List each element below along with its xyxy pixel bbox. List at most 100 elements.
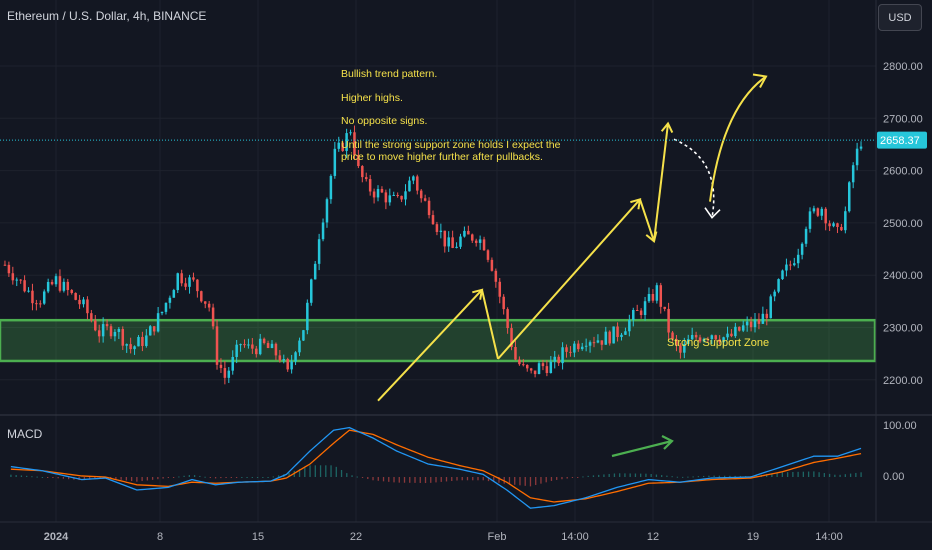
- candle-body: [54, 276, 58, 285]
- candle: [133, 345, 136, 355]
- candle-body: [262, 338, 266, 344]
- candle-body: [50, 281, 54, 285]
- candle-body: [215, 326, 219, 365]
- candle-body: [172, 290, 176, 298]
- candle-body: [828, 223, 831, 227]
- candle: [471, 233, 474, 244]
- macd-histogram-bar: [325, 465, 327, 477]
- trend-arrow-line[interactable]: [481, 289, 499, 360]
- macd-histogram-bar: [94, 477, 96, 479]
- candle-body: [90, 313, 93, 321]
- trend-arrow-line[interactable]: [639, 199, 655, 242]
- trend-arrow-line[interactable]: [377, 289, 483, 402]
- candle-body: [741, 325, 745, 331]
- macd-histogram-bar: [319, 465, 322, 477]
- candle: [474, 238, 478, 247]
- candle: [353, 125, 356, 160]
- currency-button[interactable]: USD: [878, 4, 922, 31]
- candle-body: [518, 359, 521, 365]
- price-axis[interactable]: 2800.00 2700.00 2600.00 2500.00 2400.00 2300.…: [883, 61, 923, 387]
- macd-histogram-bar: [661, 475, 663, 477]
- trend-arrow-line[interactable]: [497, 198, 641, 360]
- macd-histogram-bar: [619, 473, 621, 477]
- candle-body: [412, 176, 415, 181]
- candle-body: [58, 276, 62, 291]
- candle-body: [349, 132, 352, 134]
- trend-arrow-line[interactable]: [653, 123, 669, 242]
- macd-axis[interactable]: 100.00 0.00: [883, 420, 917, 483]
- candle: [172, 288, 176, 298]
- macd-histogram-bar: [26, 475, 28, 477]
- candle: [753, 312, 757, 333]
- candle: [160, 311, 164, 316]
- arrow-head: [660, 121, 674, 133]
- macd-histogram-bar: [409, 477, 411, 483]
- candle: [19, 279, 22, 284]
- candle: [423, 194, 427, 202]
- candle: [247, 338, 250, 349]
- candle-body: [769, 296, 772, 319]
- candle-body: [251, 344, 254, 349]
- candle-body: [569, 351, 572, 353]
- candle: [580, 342, 584, 351]
- macd-histogram-bar: [199, 475, 201, 477]
- candle: [42, 289, 46, 305]
- macd-histogram-bar: [272, 476, 274, 478]
- candle-body: [141, 336, 144, 346]
- candle-body: [620, 334, 623, 338]
- candle: [486, 249, 490, 263]
- trend-drawings[interactable]: [377, 73, 768, 402]
- candle-body: [592, 342, 596, 344]
- macd-histogram-bar: [351, 475, 353, 477]
- candle: [427, 197, 431, 219]
- candle-body: [557, 356, 560, 364]
- candle: [117, 327, 121, 339]
- annotation-notes[interactable]: Bullish trend pattern. Higher highs. No …: [341, 68, 561, 163]
- macd-histogram-bar: [792, 472, 794, 477]
- candle: [278, 349, 282, 363]
- candle-body: [145, 335, 148, 346]
- macd-histogram-bar: [435, 477, 437, 483]
- macd-divergence-arrow[interactable]: [611, 439, 673, 458]
- candle: [317, 233, 321, 271]
- candle: [847, 181, 851, 213]
- macd-histogram-bar: [666, 475, 668, 477]
- indicator-title: MACD: [7, 427, 43, 441]
- candle-body: [718, 339, 721, 343]
- time-axis[interactable]: 2024 8 15 22 Feb 14:00 12 19 14:00: [44, 531, 843, 543]
- candle-body: [738, 326, 741, 331]
- candle-body: [573, 343, 576, 353]
- candle-body: [447, 237, 450, 247]
- candle-body: [683, 343, 686, 353]
- candle: [298, 337, 301, 357]
- macd-histogram-bar: [251, 477, 253, 478]
- projected-continuation[interactable]: [709, 75, 767, 202]
- macd-histogram-bar: [650, 473, 652, 477]
- candle: [459, 233, 462, 249]
- candle-body: [321, 222, 325, 240]
- candle: [781, 269, 784, 280]
- candle: [533, 370, 537, 378]
- macd-histogram-bar: [723, 475, 726, 477]
- macd-histogram-bar: [430, 477, 432, 483]
- macd-histogram-bar: [550, 477, 553, 481]
- macd-histogram-bar: [62, 477, 65, 479]
- macd-histogram-bar: [624, 473, 626, 477]
- candle-body: [793, 263, 796, 266]
- macd-histogram-bar: [613, 473, 616, 477]
- macd-histogram-bar: [797, 471, 799, 477]
- candle-body: [785, 264, 788, 271]
- candle-body: [219, 364, 223, 369]
- candle: [620, 332, 623, 341]
- candle: [78, 294, 81, 309]
- candle-body: [258, 338, 262, 355]
- macd-histogram-bar: [765, 474, 768, 477]
- candle-body: [62, 281, 66, 291]
- candle-body: [533, 370, 537, 375]
- macd-histogram-bar: [671, 476, 673, 478]
- candle: [203, 301, 207, 309]
- candle: [463, 226, 466, 238]
- candle-body: [274, 343, 278, 356]
- candle-body: [435, 224, 439, 232]
